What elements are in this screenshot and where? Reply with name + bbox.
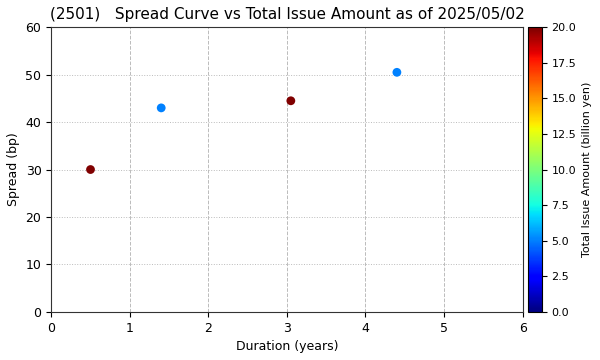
- Y-axis label: Spread (bp): Spread (bp): [7, 132, 20, 206]
- Title: (2501)   Spread Curve vs Total Issue Amount as of 2025/05/02: (2501) Spread Curve vs Total Issue Amoun…: [50, 7, 524, 22]
- Point: [157, 105, 166, 111]
- Point: [286, 98, 296, 104]
- Point: [86, 167, 95, 172]
- Y-axis label: Total Issue Amount (billion yen): Total Issue Amount (billion yen): [582, 82, 592, 257]
- X-axis label: Duration (years): Duration (years): [236, 340, 338, 353]
- Point: [392, 69, 401, 75]
